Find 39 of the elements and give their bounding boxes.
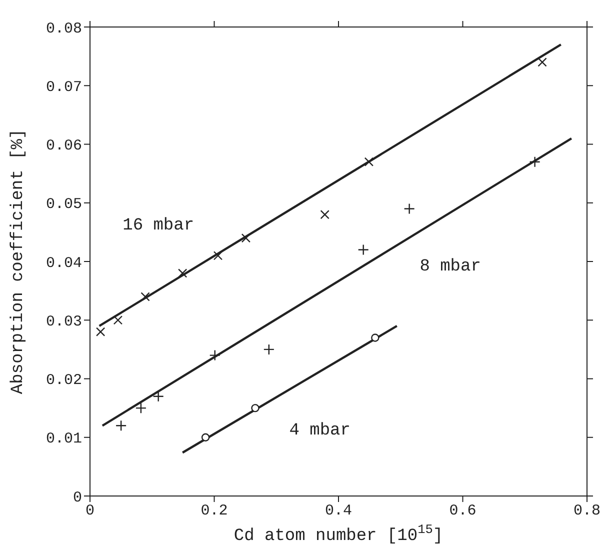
y-tick-label: 0.05 — [46, 196, 82, 214]
y-tick-label: 0.02 — [46, 372, 82, 390]
x-tick-label: 0.8 — [573, 502, 601, 520]
point — [251, 404, 260, 412]
point — [209, 350, 220, 361]
point — [263, 344, 275, 356]
y-tick-label: 0.08 — [46, 20, 82, 38]
x-tick-label: 0.2 — [200, 502, 228, 520]
point — [152, 390, 164, 402]
annotation: 8 mbar — [420, 257, 481, 276]
y-axis-title: Absorption coefficient [%] — [9, 128, 28, 394]
point — [113, 316, 123, 325]
point — [358, 244, 369, 256]
point — [140, 292, 150, 302]
x-axis-title: Cd atom number [10$^{15}$] — [234, 522, 444, 546]
point — [135, 402, 147, 414]
point — [320, 210, 330, 220]
point — [201, 433, 210, 442]
y-tick-label: 0.04 — [46, 254, 82, 272]
y-tick-label: 0 — [72, 489, 82, 506]
point — [529, 156, 540, 168]
point — [178, 268, 188, 278]
point — [213, 251, 223, 260]
point — [404, 203, 415, 214]
annotation: 4 mbar — [289, 422, 350, 441]
point — [96, 327, 106, 336]
y-tick-label: 0.07 — [46, 78, 82, 96]
x-tick-label: 0 — [85, 502, 95, 520]
y-tick-label: 0.01 — [46, 430, 82, 448]
x-tick-label: 0.4 — [324, 502, 352, 520]
point — [364, 157, 374, 166]
point — [538, 58, 547, 67]
y-tick-label: 0.06 — [46, 138, 82, 155]
point — [241, 233, 251, 243]
point — [115, 420, 127, 432]
annotation: 16 mbar — [122, 216, 194, 236]
point — [371, 334, 380, 342]
y-tick-label: 0.03 — [46, 313, 82, 330]
x-tick-label: 0.6 — [449, 502, 476, 520]
